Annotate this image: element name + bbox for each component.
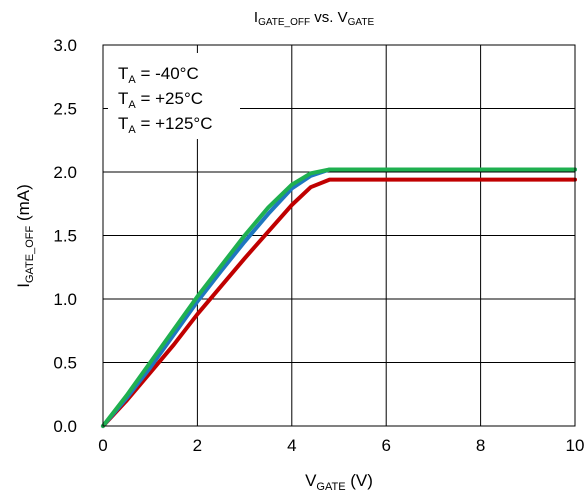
legend-entry-plus25: TA = +25°C	[118, 89, 203, 111]
y-tick-label: 1.5	[53, 227, 77, 246]
y-tick-label: 0.0	[53, 417, 77, 436]
chart-title: IGATE_OFF vs. VGATE	[254, 9, 375, 28]
x-tick-label: 0	[98, 436, 107, 455]
series-line-1	[101, 167, 577, 428]
y-ticks: 0.0 0.5 1.0 1.5 2.0 2.5 3.0	[53, 36, 77, 436]
x-ticks: 0 2 4 6 8 10	[98, 436, 584, 455]
y-tick-label: 2.0	[53, 163, 77, 182]
grid	[103, 45, 575, 426]
legend-entry-plus125: TA = +125°C	[118, 114, 212, 136]
series-line-2	[101, 167, 577, 428]
x-tick-label: 4	[287, 436, 296, 455]
legend: TA = -40°C TA = +25°C TA = +125°C	[108, 53, 240, 139]
x-axis-label: VGATE (V)	[305, 471, 373, 493]
x-tick-label: 10	[566, 436, 585, 455]
y-axis-label: IGATE_OFF (mA)	[14, 184, 36, 288]
y-tick-label: 0.5	[53, 354, 77, 373]
plot-frame	[102, 44, 576, 427]
series-line-0	[101, 177, 577, 428]
series-lines	[101, 167, 577, 428]
y-tick-label: 1.0	[53, 290, 77, 309]
y-tick-label: 3.0	[53, 36, 77, 55]
y-tick-label: 2.5	[53, 100, 77, 119]
legend-background	[108, 53, 240, 139]
x-tick-label: 2	[193, 436, 202, 455]
x-tick-label: 6	[381, 436, 390, 455]
x-tick-label: 8	[476, 436, 485, 455]
legend-entry-minus40: TA = -40°C	[118, 64, 199, 86]
